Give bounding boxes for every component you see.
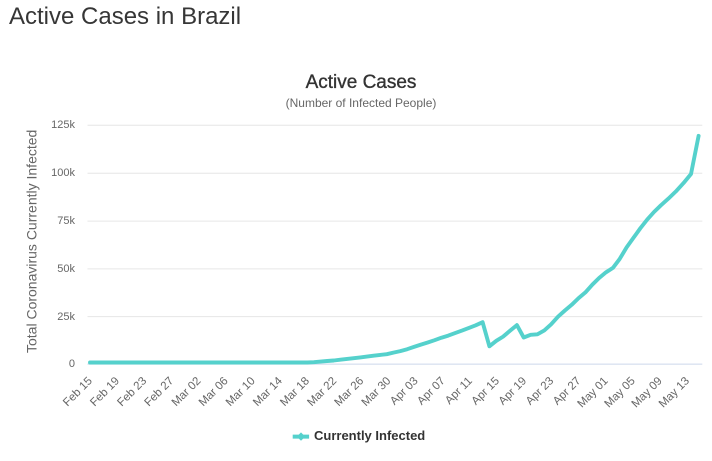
svg-text:May 13: May 13 [657,375,692,410]
svg-text:Apr 03: Apr 03 [388,375,420,407]
svg-text:Feb 27: Feb 27 [143,375,177,409]
svg-text:Apr 19: Apr 19 [497,375,529,407]
svg-text:Mar 30: Mar 30 [360,375,394,409]
svg-text:Mar 18: Mar 18 [278,375,312,409]
svg-text:Feb 23: Feb 23 [115,375,149,409]
svg-text:Mar 26: Mar 26 [333,375,367,409]
svg-text:Feb 15: Feb 15 [61,375,95,409]
svg-text:Apr 07: Apr 07 [415,375,447,407]
svg-text:Mar 22: Mar 22 [305,375,339,409]
svg-text:Mar 10: Mar 10 [224,375,258,409]
svg-text:Apr 23: Apr 23 [524,375,556,407]
svg-text:Apr 15: Apr 15 [470,375,502,407]
svg-text:Feb 19: Feb 19 [88,375,122,409]
svg-text:Mar 06: Mar 06 [197,375,231,409]
svg-text:Mar 02: Mar 02 [170,375,204,409]
svg-text:Apr 11: Apr 11 [443,375,475,407]
